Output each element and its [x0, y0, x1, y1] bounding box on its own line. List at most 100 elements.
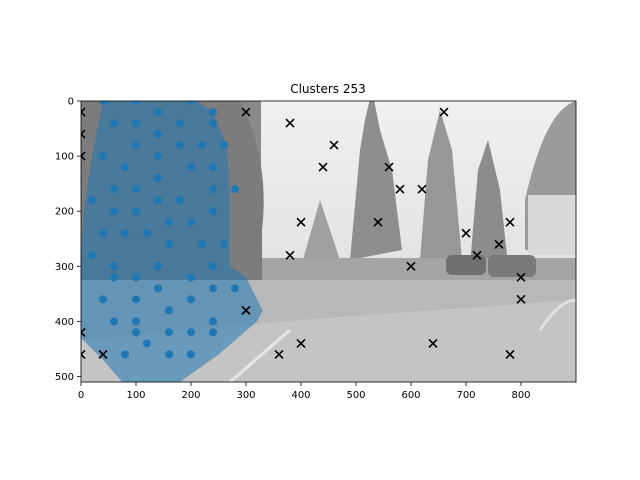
cluster-point	[132, 207, 140, 216]
outlier-x-marker	[241, 305, 251, 315]
cluster-point	[165, 306, 173, 315]
cluster-point	[99, 101, 107, 105]
x-tick-label: 200	[181, 390, 200, 401]
x-tick-label: 300	[236, 390, 255, 401]
cluster-point	[110, 317, 118, 326]
cluster-point	[187, 273, 195, 282]
x-tick-label: 0	[78, 390, 84, 401]
cluster-point	[132, 101, 140, 105]
outlier-x-marker	[461, 228, 471, 238]
cluster-point	[176, 141, 184, 150]
cluster-point	[143, 229, 151, 238]
cluster-point	[132, 317, 140, 326]
x-tick-label: 700	[456, 390, 475, 401]
outlier-x-marker	[373, 217, 383, 227]
cluster-point	[198, 240, 206, 249]
cluster-point	[209, 317, 217, 326]
y-tick-label: 400	[55, 317, 74, 328]
outlier-x-marker	[439, 107, 449, 117]
cluster-point	[110, 207, 118, 216]
cluster-point	[154, 108, 162, 117]
cluster-point	[154, 174, 162, 183]
cluster-point	[88, 251, 96, 260]
cluster-point	[121, 229, 129, 238]
cluster-point	[187, 350, 195, 359]
cluster-point	[187, 328, 195, 337]
outlier-x-marker	[516, 272, 526, 282]
outlier-x-marker	[494, 239, 504, 249]
outlier-x-marker	[329, 140, 339, 150]
cluster-point	[209, 108, 217, 117]
x-tick-label: 500	[346, 390, 365, 401]
outlier-x-marker	[81, 107, 86, 117]
cluster-point	[132, 185, 140, 194]
outlier-x-marker	[81, 151, 86, 161]
cluster-point	[110, 262, 118, 271]
x-tick-label: 400	[291, 390, 310, 401]
cluster-point	[165, 218, 173, 227]
cluster-point	[209, 262, 217, 271]
cluster-point	[187, 101, 195, 105]
cluster-point	[154, 130, 162, 139]
cluster-point	[209, 119, 217, 128]
y-tick-label: 500	[55, 372, 74, 383]
outlier-x-marker	[428, 338, 438, 348]
cluster-point	[165, 240, 173, 249]
axes: 0 100 200 300 400 500 600 700 800 0 100 200 300 400 50…	[55, 97, 531, 402]
cluster-point	[121, 163, 129, 172]
outlier-x-marker	[406, 261, 416, 271]
cluster-point	[132, 141, 140, 150]
cluster-point	[165, 350, 173, 359]
outlier-x-marker	[395, 184, 405, 194]
cluster-point	[231, 284, 239, 293]
y-tick-label: 100	[55, 152, 74, 163]
cluster-point	[209, 185, 217, 194]
cluster-point	[209, 328, 217, 337]
cluster-point	[154, 152, 162, 161]
outlier-x-marker	[274, 349, 284, 360]
cluster-point	[165, 328, 173, 337]
outlier-x-marker	[296, 338, 306, 348]
cluster-point	[209, 284, 217, 293]
cluster-point	[99, 229, 107, 238]
cluster-point	[187, 163, 195, 172]
outlier-x-marker	[241, 107, 251, 117]
x-tick-label: 800	[511, 390, 530, 401]
cluster-point	[209, 207, 217, 216]
outlier-x-marker	[81, 129, 86, 139]
cluster-point	[99, 295, 107, 304]
x-tick-label: 600	[401, 390, 420, 401]
plot-frame	[80, 100, 577, 383]
outlier-x-marker	[472, 250, 482, 260]
cluster-point	[176, 119, 184, 128]
outlier-x-marker	[81, 349, 86, 360]
cluster-point	[187, 218, 195, 227]
outlier-x-marker	[296, 217, 306, 227]
cluster-point	[121, 350, 129, 359]
cluster-point	[198, 141, 206, 150]
outlier-x-marker	[516, 294, 526, 304]
outlier-x-marker	[505, 349, 515, 360]
cluster-point	[88, 196, 96, 205]
cluster-point	[132, 273, 140, 282]
outlier-x-marker	[384, 162, 394, 172]
cluster-point	[132, 119, 140, 128]
cluster-point	[220, 141, 228, 150]
y-tick-label: 200	[55, 207, 74, 218]
cluster-point	[154, 262, 162, 271]
cluster-point	[209, 163, 217, 172]
y-tick-label: 300	[55, 262, 74, 273]
cluster-point	[132, 328, 140, 337]
outlier-x-marker	[98, 349, 108, 360]
outlier-x-marker	[318, 162, 328, 172]
cluster-point	[231, 185, 239, 194]
cluster-point	[110, 273, 118, 282]
outlier-x-marker	[285, 250, 295, 260]
outlier-x-marker	[505, 217, 515, 227]
cluster-point	[110, 119, 118, 128]
cluster-point	[176, 196, 184, 205]
outlier-x-marker	[285, 118, 295, 128]
cluster-point	[187, 295, 195, 304]
y-tick-label: 0	[68, 97, 74, 108]
